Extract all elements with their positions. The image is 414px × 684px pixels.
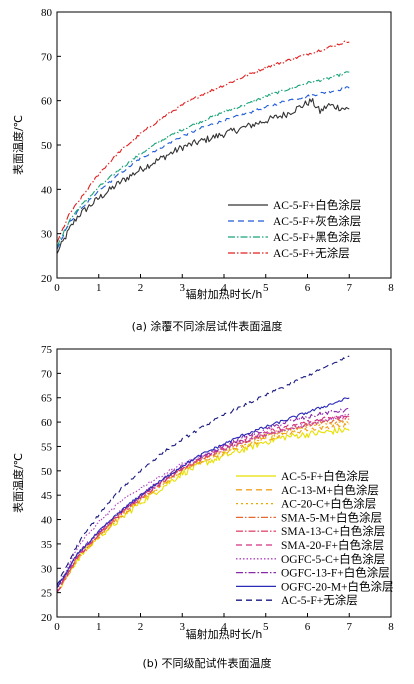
x-axis-label-a: 辐射加热时长/h — [186, 287, 263, 301]
y-tick-label: 50 — [41, 466, 53, 478]
caption-b: (b) 不同级配试件表面温度 — [142, 656, 271, 670]
y-tick-label: 25 — [41, 588, 53, 600]
caption-a: (a) 涂覆不同涂层试件表面温度 — [132, 319, 283, 333]
legend-label: OGFC-13-F+白色涂层 — [281, 566, 390, 580]
series-line — [56, 422, 350, 593]
legend-label: AC-5-F+白色涂层 — [281, 469, 369, 483]
x-tick-label: 6 — [305, 621, 311, 633]
legend-label: AC-20-C+白色涂层 — [281, 497, 376, 511]
y-tick-label: 40 — [41, 184, 53, 196]
y-tick-label: 40 — [41, 515, 53, 527]
x-tick-label: 5 — [263, 282, 269, 294]
series-line — [56, 71, 350, 248]
x-tick-label: 5 — [263, 621, 269, 633]
series-line — [56, 413, 350, 591]
legend-label: AC-5-F+灰色涂层 — [273, 214, 361, 228]
y-tick-label: 70 — [41, 368, 53, 380]
y-tick-label: 75 — [41, 344, 53, 356]
series-line — [56, 413, 350, 593]
x-tick-label: 1 — [96, 282, 102, 294]
legend-label: OGFC-20-M+白色涂层 — [281, 579, 394, 593]
legend-label: AC-5-F+无涂层 — [281, 593, 358, 607]
y-tick-label: 80 — [41, 7, 53, 19]
legend-label: SMA-20-F+白色涂层 — [281, 538, 384, 552]
y-tick-label: 60 — [41, 417, 53, 429]
x-tick-label: 8 — [388, 282, 394, 294]
x-tick-label: 7 — [347, 621, 353, 633]
legend-label: AC-13-M+白色涂层 — [281, 483, 379, 497]
x-tick-label: 2 — [138, 282, 144, 294]
x-tick-label: 7 — [347, 282, 353, 294]
x-tick-label: 1 — [96, 621, 102, 633]
x-tick-label: 6 — [305, 282, 311, 294]
y-axis-label-b: 表面温度/℃ — [11, 453, 25, 513]
y-tick-label: 55 — [41, 441, 53, 453]
x-tick-label: 2 — [138, 621, 144, 633]
y-tick-label: 30 — [41, 229, 53, 241]
y-tick-label: 20 — [41, 273, 53, 285]
legend-label: AC-5-F+无涂层 — [273, 246, 350, 260]
series-line — [56, 355, 350, 586]
series-line — [56, 415, 350, 593]
x-tick-label: 3 — [180, 621, 186, 633]
x-tick-label: 3 — [180, 282, 186, 294]
series-line — [56, 420, 350, 593]
y-tick-label: 20 — [41, 612, 53, 624]
y-tick-label: 60 — [41, 96, 53, 108]
y-axis-label-a: 表面温度/℃ — [11, 115, 25, 175]
y-tick-label: 45 — [41, 490, 53, 502]
series-line — [56, 397, 350, 589]
x-tick-label: 0 — [54, 621, 60, 633]
y-tick-label: 70 — [41, 51, 53, 63]
legend-label: OGFC-5-C+白色涂层 — [281, 552, 385, 566]
x-tick-label: 4 — [221, 282, 227, 294]
x-tick-label: 0 — [54, 282, 60, 294]
y-tick-label: 65 — [41, 393, 53, 405]
x-axis-label-b: 辐射加热时长/h — [186, 627, 263, 641]
y-tick-label: 50 — [41, 140, 53, 152]
legend-label: AC-5-F+白色涂层 — [273, 198, 361, 212]
series-line — [56, 40, 350, 243]
series-line — [56, 86, 350, 250]
x-tick-label: 8 — [388, 621, 394, 633]
legend-label: AC-5-F+黑色涂层 — [273, 230, 361, 244]
legend-label: SMA-13-C+白色涂层 — [281, 524, 385, 538]
x-tick-label: 4 — [221, 621, 227, 633]
y-tick-label: 30 — [41, 563, 53, 575]
series-line — [56, 98, 350, 254]
legend-label: SMA-5-M+白色涂层 — [281, 510, 382, 524]
y-tick-label: 35 — [41, 539, 53, 551]
